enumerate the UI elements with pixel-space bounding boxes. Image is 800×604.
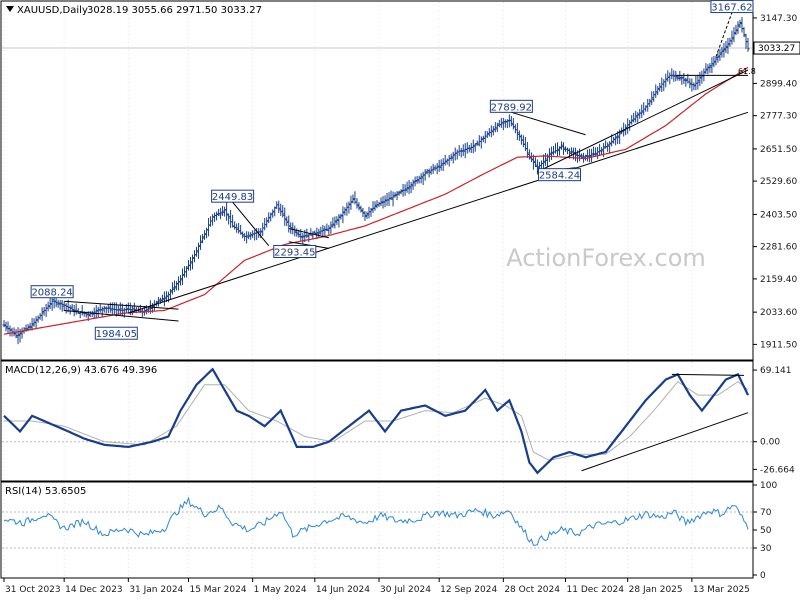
macd-ytick-label: 69.141: [760, 366, 792, 376]
last-price-label: 3033.27: [758, 44, 795, 54]
symbol-label: XAUUSD,Daily: [17, 5, 88, 16]
macd-main-line: [3, 367, 749, 475]
fib-label: 61.8: [738, 67, 756, 76]
rsi-ytick-label: 30: [760, 544, 772, 554]
price-ytick-label: 2281.60: [760, 243, 797, 253]
x-tick-label: 12 Sep 2024: [440, 585, 497, 595]
macd-trendline: [671, 373, 744, 376]
x-tick-label: 15 Mar 2024: [189, 585, 246, 595]
macd-ytick-label: -26.664: [760, 465, 795, 475]
rsi-lines: [2, 496, 752, 549]
macd-ytick-label: 0.00: [760, 438, 780, 448]
x-tick-label: 1 May 2024: [254, 585, 307, 595]
trendline: [232, 201, 270, 247]
price-ytick-label: 2529.60: [760, 177, 797, 187]
price-ytick-label: 2777.30: [760, 112, 797, 122]
price-annotation-box: [489, 99, 533, 113]
rsi-label: RSI(14) 53.6505: [5, 486, 86, 497]
price-ytick-label: 2899.40: [760, 79, 797, 89]
rsi-ytick-label: 50: [760, 526, 772, 536]
price-annotation-box: [710, 0, 754, 14]
trendline: [288, 228, 329, 239]
trendline: [64, 300, 179, 310]
price-annotation-label: 2293.45: [274, 247, 315, 258]
price-ytick-label: 2159.40: [760, 275, 797, 285]
macd-lines: [2, 367, 752, 475]
price-bars: [2, 16, 750, 345]
macd-trendline: [581, 412, 749, 472]
price-annotation-box: [94, 326, 138, 340]
price-y-axis: 3147.303023.202899.402777.302651.502529.…: [753, 14, 797, 350]
last-price-marker: 3033.27: [753, 41, 800, 55]
rsi-ytick-label: 100: [760, 481, 777, 491]
price-annotation-label: 2584.24: [539, 171, 580, 182]
x-axis: 31 Oct 2023 14 Dec 2023 31 Jan 2024 15 Mar …: [3, 578, 750, 595]
trendline: [128, 111, 749, 314]
x-tick-label: 14 Jun 2024: [316, 585, 370, 595]
x-tick-label: 28 Oct 2024: [504, 585, 560, 595]
price-annotation-box: [273, 244, 317, 258]
x-tick-label: 13 Mar 2025: [693, 585, 750, 595]
price-grid: [2, 2, 752, 577]
macd-panel-frame: [0, 360, 754, 482]
price-ytick-label: 2403.50: [760, 210, 797, 220]
price-annotation-label: 2789.92: [491, 102, 532, 113]
x-tick-label: 11 Dec 2024: [567, 585, 625, 595]
price-annotation-box: [211, 189, 255, 203]
trendline: [537, 69, 749, 173]
trendline: [64, 309, 179, 322]
moving-average: [3, 66, 749, 335]
macd-y-axis: 69.141 0.00 -26.664: [753, 366, 795, 475]
price-ytick-label: 3147.30: [760, 14, 797, 24]
x-tick-label: 30 Jul 2024: [380, 585, 431, 595]
price-annotation-box: [30, 285, 74, 299]
watermark-text: ActionForex.com: [506, 244, 706, 272]
price-annotation-label: 3167.62: [711, 3, 752, 14]
price-annotation-label: 2449.83: [212, 192, 253, 203]
macd-label: MACD(12,26,9) 43.676 49.396: [5, 365, 157, 376]
price-ytick-label: 1911.50: [760, 340, 797, 350]
rsi-ytick-label: 70: [760, 508, 772, 518]
trendline: [511, 111, 586, 136]
x-tick-label: 31 Jan 2024: [129, 585, 183, 595]
price-ytick-label: 2033.60: [760, 308, 797, 318]
price-annotation-box: [537, 168, 581, 182]
fib-leg-line: [715, 12, 733, 58]
price-annotations: 2088.24 1984.05 2449.83 2293.45 2789.92 2584.…: [30, 0, 754, 340]
x-tick-label: 28 Jan 2025: [629, 585, 683, 595]
price-annotation-label: 2088.24: [31, 288, 72, 299]
ohlc-label: 3028.19 3055.66 2971.50 3033.27: [87, 5, 262, 16]
price-annotation-label: 1984.05: [96, 329, 137, 340]
moving-average-line: [3, 66, 749, 335]
rsi-ytick-label: 0: [760, 571, 766, 581]
symbol-arrow-icon: [6, 6, 14, 12]
rsi-y-axis: 100 70 50 30 0: [753, 481, 777, 581]
price-header: XAUUSD,Daily 3028.19 3055.66 2971.50 303…: [6, 5, 262, 16]
price-ytick-label: 2651.50: [760, 145, 797, 155]
price-panel-frame: [0, 0, 754, 361]
x-tick-label: 14 Dec 2023: [65, 585, 123, 595]
rsi-line: [3, 496, 749, 546]
x-tick-label: 31 Oct 2023: [5, 585, 61, 595]
